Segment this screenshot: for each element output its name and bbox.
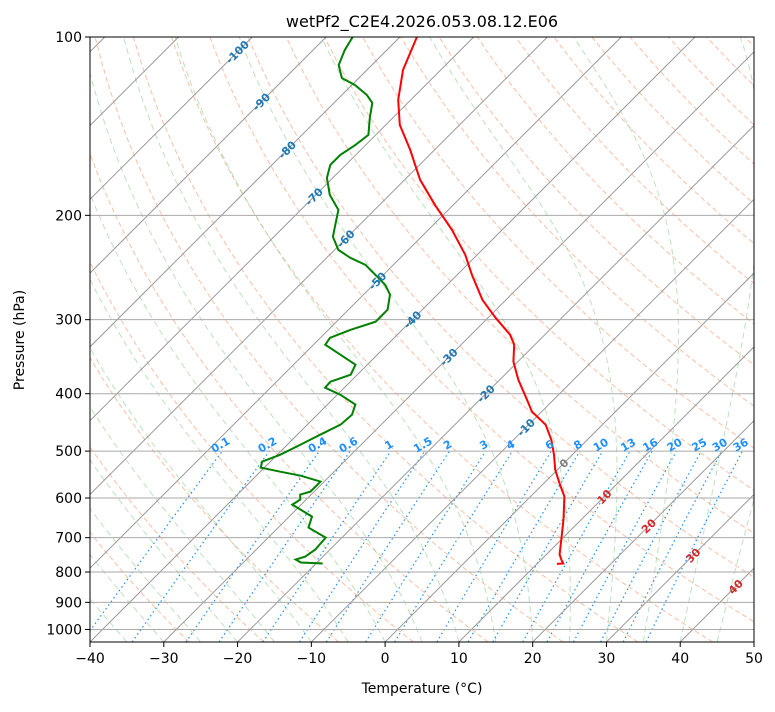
dry-adiabat	[57, 37, 488, 642]
mixing-ratio-line	[395, 451, 513, 642]
mixing-ratio-label: 20	[665, 435, 685, 454]
y-tick-label: 600	[55, 491, 82, 507]
mixing-ratio-label: 30	[710, 435, 730, 454]
moist-adiabat	[430, 37, 617, 642]
y-tick-label: 200	[55, 208, 82, 224]
moist-adiabat	[0, 37, 274, 642]
isotherm	[0, 37, 252, 642]
dry-adiabat	[0, 37, 189, 642]
background-lines	[0, 37, 775, 642]
x-tick-label: 10	[450, 651, 468, 667]
dry-adiabat	[554, 37, 775, 642]
moist-adiabat	[124, 37, 459, 642]
moist-adiabat	[239, 37, 533, 642]
dry-adiabat	[172, 37, 713, 642]
temperature-line	[398, 37, 564, 564]
isotherm-label: 10	[595, 487, 615, 507]
dry-adiabat	[592, 37, 775, 642]
mixing-ratio-line	[601, 451, 702, 642]
y-tick-label: 400	[55, 387, 82, 403]
y-axis: 100 200 300 400 500 600 700 800 900 1000	[46, 30, 90, 638]
isotherm	[459, 37, 775, 642]
moist-adiabat	[0, 37, 238, 642]
x-tick-label: 20	[524, 651, 542, 667]
mixing-ratio-label: 0.6	[337, 434, 361, 455]
moist-adiabat	[175, 37, 496, 642]
isotherm	[16, 37, 621, 642]
x-tick-label: −30	[149, 651, 179, 667]
y-tick-label: 1000	[46, 622, 82, 638]
mixing-ratio-line	[132, 451, 269, 642]
dry-adiabat	[0, 37, 264, 642]
mixing-ratio-label: 16	[641, 435, 661, 454]
isotherm	[0, 37, 400, 642]
moist-adiabat	[82, 37, 422, 642]
y-tick-label: 100	[55, 30, 82, 46]
x-tick-label: 50	[745, 651, 763, 667]
y-tick-label: 300	[55, 313, 82, 329]
dry-adiabat	[439, 37, 775, 642]
y-tick-label: 500	[55, 444, 82, 460]
plot-frame	[90, 37, 754, 642]
x-tick-label: 40	[671, 651, 689, 667]
mixing-ratio-label: 25	[690, 436, 710, 455]
mixing-ratio-line	[547, 451, 652, 642]
mixing-ratio-line	[468, 451, 580, 642]
mixing-ratio-line	[326, 451, 449, 642]
mixing-ratio-label: 10	[591, 435, 611, 454]
x-tick-label: −10	[297, 651, 327, 667]
mixing-ratio-line	[574, 451, 677, 642]
x-axis: −40 −30 −20 −10 0 10 20 30 40 50	[75, 642, 763, 667]
y-axis-label: Pressure (hPa)	[12, 290, 28, 390]
mixing-ratio-line	[82, 451, 223, 642]
mixing-ratio-line	[623, 451, 722, 642]
x-tick-label: 30	[598, 651, 616, 667]
mixing-ratio-label: 4	[504, 437, 517, 452]
isotherm	[385, 37, 775, 642]
mixing-ratio-label: 36	[731, 435, 751, 454]
mixing-ratio-label: 0.2	[256, 435, 279, 456]
mixing-ratio-label: 0.4	[306, 434, 330, 455]
isotherm	[0, 37, 326, 642]
dry-adiabat	[707, 37, 775, 642]
x-tick-label: 0	[381, 651, 390, 667]
isotherm	[90, 37, 695, 642]
y-tick-label: 900	[55, 595, 82, 611]
dewpoint-line	[261, 37, 390, 564]
dry-adiabat	[745, 37, 775, 642]
mixing-ratio-line	[263, 451, 391, 642]
x-axis-label: Temperature (°C)	[361, 681, 483, 697]
dry-adiabat	[19, 37, 414, 642]
chart-title: wetPf2_C2E4.2026.053.08.12.E06	[286, 12, 558, 32]
y-tick-label: 700	[55, 531, 82, 547]
y-tick-label: 800	[55, 565, 82, 581]
moist-adiabat	[0, 37, 311, 642]
mixing-ratio-label: 1.5	[411, 435, 434, 456]
mixing-ratio-label: 1	[383, 438, 396, 453]
moist-adiabat	[574, 37, 679, 642]
isotherm	[311, 37, 775, 642]
mixing-ratio-label: 2	[441, 438, 454, 453]
x-tick-label: −40	[75, 651, 105, 667]
dry-adiabat	[630, 37, 775, 642]
isotherm-label: -100	[223, 38, 252, 67]
moist-adiabat	[15, 37, 348, 642]
isotherm	[0, 37, 547, 642]
isotherm	[754, 37, 775, 642]
x-tick-label: −20	[223, 651, 253, 667]
moist-adiabat	[717, 37, 775, 642]
mixing-ratio-line	[219, 451, 350, 642]
dry-adiabat	[0, 37, 339, 642]
dry-adiabat	[668, 37, 775, 642]
mixing-ratio-label: 0.1	[209, 435, 232, 456]
dry-adiabat	[516, 37, 775, 642]
